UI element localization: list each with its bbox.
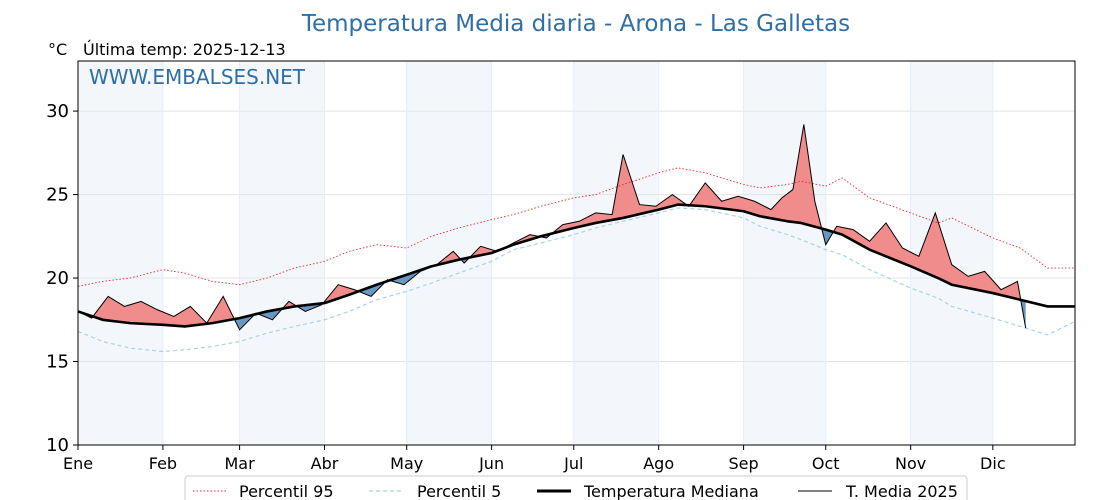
x-tick-label-mar: Mar	[225, 454, 256, 473]
x-axis-ticks: Ene Feb Mar Abr May Jun Jul Ago Sep Oct Nov Dic	[63, 445, 1006, 473]
above-median-fill	[93, 296, 236, 327]
unit-label: °C	[48, 40, 67, 59]
legend-p5-label: Percentil 5	[417, 482, 501, 500]
chart-title: Temperatura Media diaria - Arona - Las G…	[301, 11, 850, 37]
last-temp-label: Última temp: 2025-12-13	[83, 40, 286, 59]
y-axis-ticks: 10 15 20 25 30	[46, 101, 78, 456]
x-tick-label-dic: Dic	[980, 454, 1006, 473]
deviation-fills	[78, 124, 1026, 330]
x-tick-label-nov: Nov	[895, 454, 926, 473]
month-band-mar	[239, 61, 325, 445]
above-median-fill	[833, 212, 1022, 305]
above-median-fill	[553, 154, 688, 234]
x-tick-label-jun: Jun	[478, 454, 504, 473]
median-line	[77, 203, 1075, 328]
x-tick-label-jul: Jul	[563, 454, 583, 473]
percentile-95-line	[77, 167, 1075, 287]
above-median-fill	[471, 246, 498, 258]
above-median-fill	[690, 124, 824, 234]
x-tick-label-may: May	[390, 454, 423, 473]
above-median-fill	[435, 251, 462, 266]
below-median-fill	[823, 228, 834, 245]
x-tick-label-sep: Sep	[729, 454, 759, 473]
plot-frame	[77, 60, 1076, 446]
legend-p95-label: Percentil 95	[239, 482, 334, 500]
legend-box	[184, 475, 968, 500]
y-tick-label: 30	[46, 101, 69, 122]
above-median-fill	[323, 284, 359, 304]
legend: Percentil 95 Percentil 5 Temperatura Med…	[184, 475, 968, 500]
x-tick-label-ago: Ago	[643, 454, 674, 473]
month-band-sep	[743, 61, 826, 445]
month-band-ene	[78, 61, 163, 445]
below-median-fill	[390, 265, 436, 285]
x-tick-label-abr: Abr	[311, 454, 339, 473]
month-bands	[78, 61, 993, 445]
legend-median-label: Temperatura Mediana	[583, 482, 759, 500]
x-tick-label-feb: Feb	[149, 454, 177, 473]
x-tick-label-oct: Oct	[812, 454, 840, 473]
x-tick-label-ene: Ene	[63, 454, 93, 473]
legend-2025-label: T. Media 2025	[845, 482, 958, 500]
watermark: WWW.EMBALSES.NET	[89, 65, 306, 89]
series-lines	[77, 124, 1076, 353]
below-median-fill	[235, 313, 257, 330]
y-tick-label: 25	[46, 185, 69, 206]
y-tick-label: 15	[46, 352, 69, 373]
month-band-jul	[573, 61, 659, 445]
y-tick-label: 20	[46, 268, 69, 289]
y-tick-label: 10	[46, 435, 69, 456]
media-2025-line	[77, 124, 1027, 331]
percentile-5-line	[77, 207, 1076, 353]
